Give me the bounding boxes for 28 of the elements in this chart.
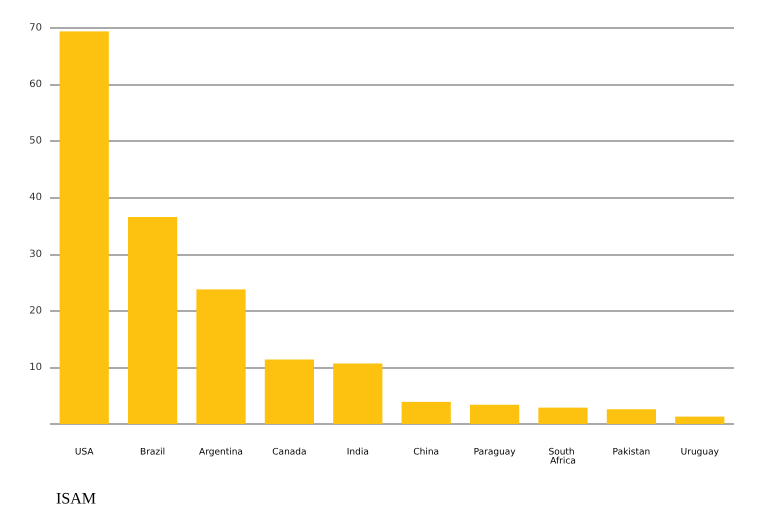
y-tick-label: 50 — [29, 136, 42, 147]
x-tick-label: Canada — [272, 448, 307, 458]
y-tick-label: 40 — [29, 192, 42, 204]
bar — [606, 409, 656, 424]
x-tick-label: Brazil — [140, 448, 166, 458]
bar — [60, 31, 109, 424]
x-tick-label: Argentina — [199, 448, 243, 458]
x-tick-label: USA — [74, 448, 94, 458]
bar — [402, 402, 451, 424]
x-tick-label: Paraguay — [474, 448, 516, 458]
bar — [675, 416, 724, 424]
bar — [333, 363, 382, 424]
y-tick-label: 30 — [29, 248, 42, 260]
y-tick-label: 60 — [29, 79, 42, 90]
x-tick-label: India — [346, 448, 369, 458]
bar — [470, 404, 520, 424]
y-tick-label: 10 — [29, 362, 42, 373]
y-tick-label: 70 — [29, 22, 42, 34]
x-tick-label: Uruguay — [680, 448, 720, 458]
x-tick-label: China — [413, 448, 440, 458]
bar — [264, 360, 314, 424]
y-tick-label: 20 — [29, 305, 42, 316]
x-tick-label: Pakistan — [612, 448, 650, 458]
x-tick-label: South Africa — [548, 448, 578, 466]
text: ISAM — [56, 490, 96, 508]
bar — [538, 408, 588, 424]
bar — [128, 216, 178, 424]
bar — [196, 289, 246, 424]
